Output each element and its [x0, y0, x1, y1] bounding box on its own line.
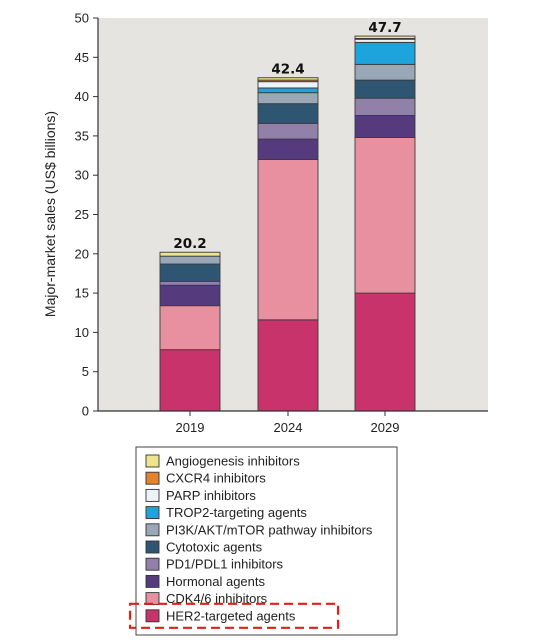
legend-swatch-her2-targeted-agents [145, 609, 160, 623]
bar-segment-cdk4-6-inhibitors-2024 [257, 159, 319, 321]
bar-segment-her2-targeted-agents-2029 [354, 292, 416, 412]
y-tick-label: 40 [75, 89, 89, 104]
legend-label-pd1-pdl1-inhibitors: PD1/PDL1 inhibitors [166, 557, 284, 572]
bar-segment-angiogenesis-inhibitors-2024 [257, 77, 319, 81]
legend-label-trop2-targeting-agents: TROP2-targeting agents [166, 505, 307, 520]
legend-swatch-cxcr4-inhibitors [145, 471, 160, 485]
bars-group [159, 35, 416, 412]
x-tick-label: 2019 [176, 420, 205, 435]
bar-segment-pd1-pdl1-inhibitors-2019 [159, 280, 221, 286]
bar-segment-trop2-targeting-agents-2024 [257, 87, 319, 94]
bar-segment-hormonal-agents-2029 [354, 115, 416, 138]
bar-segment-parp-inhibitors-2029 [354, 38, 416, 43]
bar-total-label: 47.7 [368, 20, 401, 36]
bar-segment-cytotoxic-agents-2024 [257, 103, 319, 124]
legend-swatch-angiogenesis-inhibitors [145, 454, 160, 468]
y-tick-label: 45 [75, 50, 89, 65]
y-tick-label: 15 [75, 286, 89, 301]
bar-segment-cdk4-6-inhibitors-2019 [159, 305, 221, 351]
legend-label-parp-inhibitors: PARP inhibitors [166, 488, 256, 503]
y-tick-label: 30 [75, 168, 89, 183]
legend-label-pi3k-akt-mtor-pathway-inhibitors: PI3K/AKT/mTOR pathway inhibitors [166, 522, 373, 537]
bar-segment-pd1-pdl1-inhibitors-2029 [354, 97, 416, 116]
y-axis-title: Major-market sales (US$ billions) [42, 111, 58, 317]
bar-segment-pi3k-akt-mtor-pathway-inhibitors-2019 [159, 255, 221, 265]
bar-segment-hormonal-agents-2019 [159, 284, 221, 307]
bar-segment-angiogenesis-inhibitors-2029 [354, 35, 416, 39]
legend-label-hormonal-agents: Hormonal agents [166, 574, 265, 589]
bar-segment-hormonal-agents-2024 [257, 138, 319, 160]
legend-swatch-hormonal-agents [145, 574, 160, 588]
x-tick-label: 2029 [371, 420, 400, 435]
legend-swatch-trop2-targeting-agents [145, 506, 160, 520]
bar-segment-her2-targeted-agents-2024 [257, 319, 319, 412]
bar-segment-angiogenesis-inhibitors-2019 [159, 251, 221, 257]
legend-label-her2-targeted-agents: HER2-targeted agents [166, 608, 296, 623]
bar-total-label: 20.2 [173, 236, 206, 252]
y-tick-label: 25 [75, 207, 89, 222]
y-tick-label: 0 [82, 404, 89, 419]
bar-segment-pi3k-akt-mtor-pathway-inhibitors-2024 [257, 92, 319, 105]
legend-swatch-pi3k-akt-mtor-pathway-inhibitors [145, 523, 160, 537]
legend-label-cxcr4-inhibitors: CXCR4 inhibitors [166, 471, 266, 486]
axes-group: 2019 2024 2029 0 5 10 15 20 25 30 35 40 45 50 [75, 11, 488, 435]
highlight-dashed-box [128, 602, 340, 629]
bar-segment-parp-inhibitors-2024 [257, 81, 319, 89]
legend-label-cytotoxic-agents: Cytotoxic agents [166, 540, 263, 555]
bar-segment-pi3k-akt-mtor-pathway-inhibitors-2029 [354, 63, 416, 81]
bar-total-label: 42.4 [271, 62, 304, 78]
bar-segment-her2-targeted-agents-2019 [159, 349, 221, 412]
totals-group: 20.2 42.4 47.7 [173, 20, 401, 252]
legend-label-angiogenesis-inhibitors: Angiogenesis inhibitors [166, 454, 300, 469]
legend-swatch-parp-inhibitors [145, 488, 160, 502]
y-tick-label: 35 [75, 128, 89, 143]
y-tick-label: 20 [75, 246, 89, 261]
bar-segment-cytotoxic-agents-2019 [159, 263, 221, 282]
bar-segment-trop2-targeting-agents-2029 [354, 41, 416, 65]
y-tick-label: 5 [82, 364, 89, 379]
y-tick-label: 10 [75, 325, 89, 340]
bar-segment-pd1-pdl1-inhibitors-2024 [257, 122, 319, 140]
y-tick-label: 50 [75, 11, 89, 26]
legend-swatch-cytotoxic-agents [145, 540, 160, 554]
legend-label-cdk4-6-inhibitors: CDK4/6 inhibitors [166, 591, 268, 606]
bar-segment-cytotoxic-agents-2029 [354, 79, 416, 99]
legend-swatch-pd1-pdl1-inhibitors [145, 557, 160, 571]
legend: Angiogenesis inhibitors CXCR4 inhibitors P… [128, 446, 398, 636]
x-tick-label: 2024 [274, 420, 303, 435]
bar-segment-cdk4-6-inhibitors-2029 [354, 137, 416, 294]
